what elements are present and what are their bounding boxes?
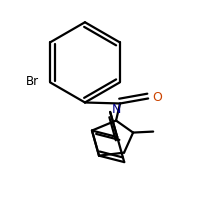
Text: O: O [152,91,162,104]
Text: N: N [112,102,121,115]
Text: Br: Br [26,75,39,88]
